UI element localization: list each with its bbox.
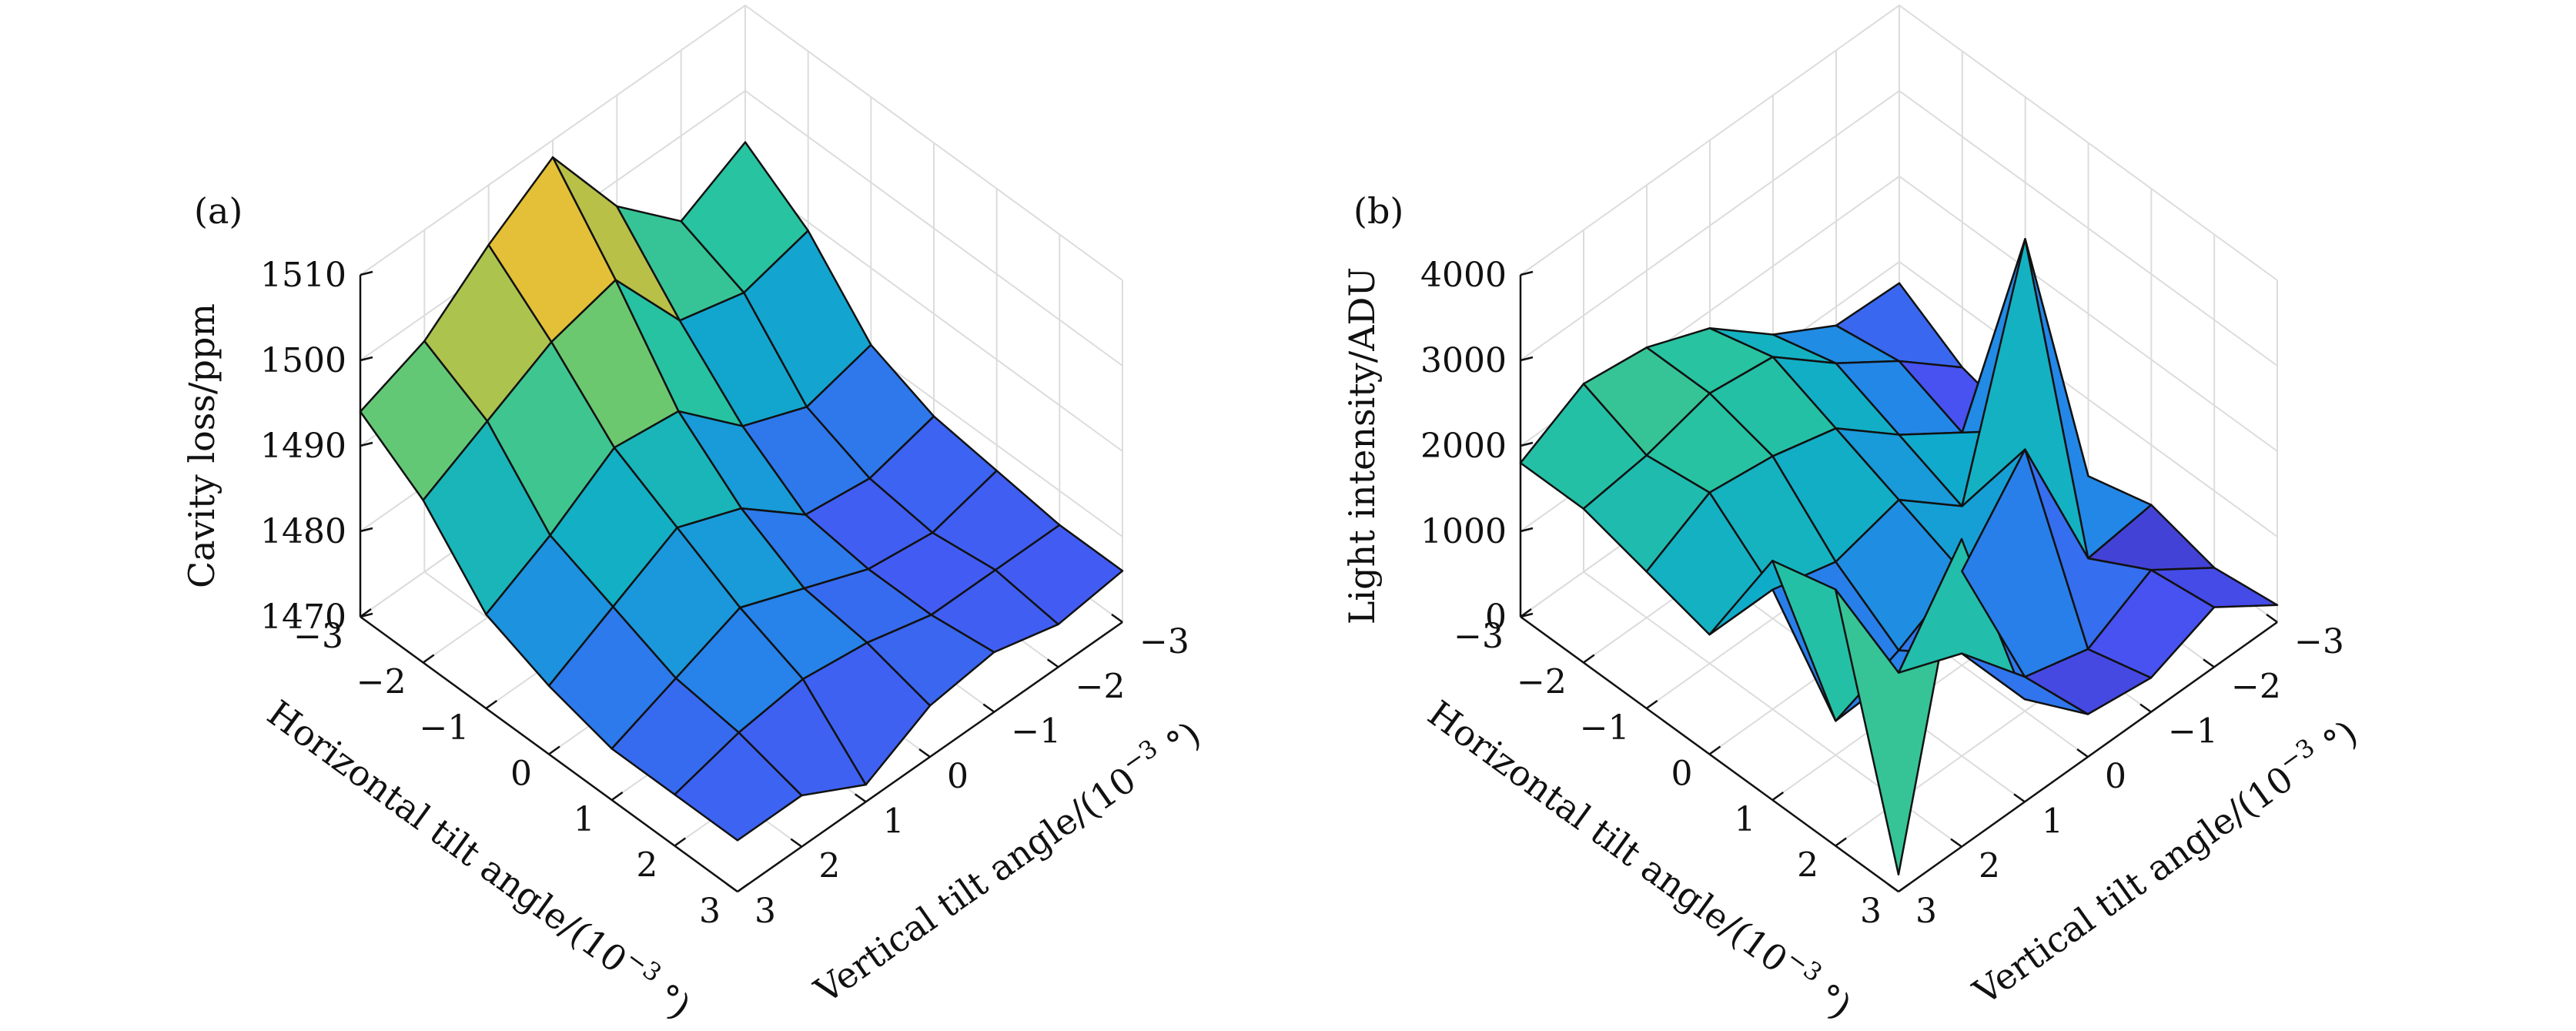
- axes: 0 1000 2000 3000 4000 −3 −2 −1 0 1 2 3 −3 −2 −1 0 1 2 3: [1420, 256, 2344, 931]
- z-tick-label: 1510: [260, 256, 346, 295]
- z-axis-label: Cavity loss/ppm: [181, 303, 222, 588]
- x-tick: [485, 699, 498, 710]
- x-axis-label: Horizontal tilt angle/(10−3 °): [1420, 688, 1862, 1027]
- z-tick: [360, 270, 373, 276]
- z-tick-label: 4000: [1420, 256, 1507, 295]
- y-tick: [1887, 882, 1899, 893]
- x-tick: [1520, 608, 1532, 618]
- y-tick-label: −3: [1139, 622, 1189, 661]
- x-tick-label: −2: [1517, 663, 1567, 702]
- x-tick: [548, 745, 560, 755]
- y-axis-label-unit: °): [2306, 712, 2365, 771]
- surface: [359, 141, 1124, 842]
- y-axis-label-unit: °): [1149, 713, 1208, 772]
- x-tick-label: 1: [1734, 800, 1755, 839]
- panel-label: (b): [1353, 190, 1403, 232]
- z-tick: [1520, 441, 1534, 447]
- x-tick-label: 1: [574, 800, 595, 839]
- y-tick-label: 0: [2105, 757, 2126, 796]
- z-tick: [1520, 527, 1534, 533]
- y-tick: [726, 882, 738, 893]
- y-tick-label: 2: [818, 847, 840, 886]
- y-tick-label: 1: [883, 802, 905, 841]
- axes: 1470 1480 1490 1500 1510 −3 −2 −1 0 1 2 3 −3 −2 −1 0 1 2 3: [260, 256, 1189, 931]
- x-tick: [737, 882, 749, 893]
- z-tick: [360, 527, 373, 533]
- panel-b-light-intensity-surface: 0 1000 2000 3000 4000 −3 −2 −1 0 1 2 3 −3 −2 −1 0 1 2 3 Lig…: [1341, 4, 2366, 1027]
- x-tick: [1771, 791, 1785, 802]
- y-tick: [918, 748, 931, 758]
- y-tick: [1046, 658, 1059, 668]
- y-tick-label: −1: [2168, 712, 2218, 751]
- z-tick: [360, 356, 373, 362]
- y-tick-label: 3: [754, 892, 776, 931]
- x-tick-label: −3: [1454, 617, 1504, 656]
- x-tick-label: 2: [636, 846, 657, 885]
- y-tick: [2013, 793, 2026, 803]
- z-tick-label: 1500: [260, 341, 346, 380]
- z-tick-label: 1480: [260, 512, 346, 551]
- x-tick: [422, 654, 435, 664]
- y-tick-label: −2: [1076, 667, 1126, 706]
- y-tick: [2203, 658, 2215, 668]
- z-tick-label: 3000: [1420, 341, 1507, 380]
- x-tick: [1898, 882, 1910, 893]
- y-tick: [982, 703, 995, 713]
- panel-label: (a): [194, 190, 243, 232]
- surface-face: [994, 524, 1124, 626]
- z-tick: [1520, 270, 1534, 276]
- y-tick-label: 3: [1915, 892, 1937, 931]
- z-tick-label: 2000: [1420, 427, 1507, 466]
- x-tick: [1645, 699, 1658, 710]
- y-tick-label: 0: [947, 757, 969, 796]
- x-tick-label: 0: [1671, 755, 1693, 794]
- z-tick-label: 1490: [260, 427, 346, 466]
- x-tick-label: −1: [419, 708, 469, 748]
- y-tick-label: 1: [2042, 802, 2063, 841]
- z-axis-label: Light intensity/ADU: [1341, 267, 1383, 624]
- panel-a-cavity-loss-surface: 1470 1480 1490 1500 1510 −3 −2 −1 0 1 2 3 −3 −2 −1 0 1 2 3…: [181, 4, 1208, 1027]
- y-tick-label: −3: [2294, 622, 2344, 661]
- x-tick-label: 0: [510, 755, 532, 794]
- z-tick-label: 1470: [260, 598, 346, 637]
- x-tick: [360, 608, 372, 618]
- x-tick: [674, 837, 687, 847]
- x-tick-label: 3: [699, 892, 721, 931]
- x-tick-label: −1: [1580, 708, 1630, 748]
- z-tick-label: 1000: [1420, 512, 1507, 551]
- x-tick: [1708, 745, 1721, 755]
- x-tick-label: −3: [293, 617, 343, 656]
- y-tick-label: −2: [2231, 667, 2281, 706]
- surface: [1519, 238, 2279, 876]
- y-tick: [790, 838, 803, 848]
- y-tick-label: −1: [1011, 712, 1061, 751]
- y-tick: [1950, 838, 1962, 848]
- y-tick: [854, 793, 867, 803]
- x-tick-label: 2: [1797, 846, 1818, 885]
- z-tick: [360, 441, 373, 447]
- y-tick: [2076, 748, 2089, 758]
- x-tick: [611, 791, 624, 802]
- z-tick-label: 0: [1485, 598, 1507, 637]
- z-tick: [1520, 356, 1534, 362]
- x-tick-label: −2: [356, 663, 406, 702]
- x-tick: [1583, 654, 1595, 664]
- surface-face: [2149, 567, 2279, 608]
- x-tick: [1835, 837, 1847, 847]
- x-tick-label: 3: [1860, 892, 1882, 931]
- y-tick: [2139, 703, 2152, 713]
- y-tick: [2266, 613, 2278, 624]
- y-tick: [1111, 613, 1123, 624]
- y-tick-label: 2: [1979, 847, 2000, 886]
- y-axis-label: Vertical tilt angle/(10−3 °): [1962, 708, 2366, 1013]
